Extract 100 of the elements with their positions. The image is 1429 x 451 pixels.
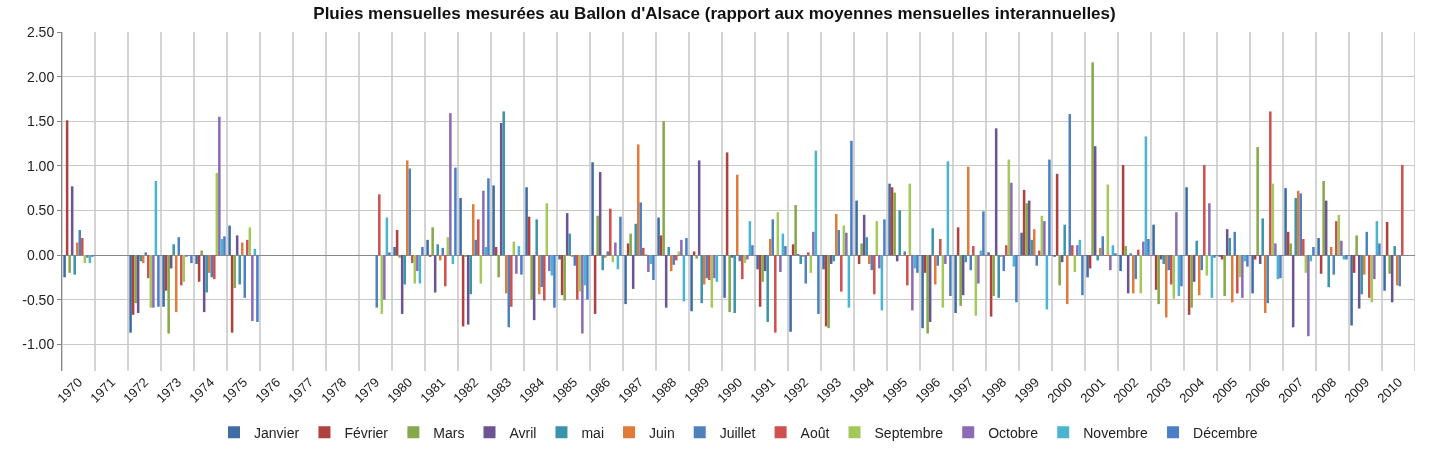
bar — [1170, 255, 1173, 285]
bar — [1373, 255, 1376, 280]
bar — [1086, 255, 1089, 278]
bar — [756, 255, 759, 270]
bar — [558, 255, 561, 260]
bar — [850, 140, 853, 256]
bar — [207, 255, 211, 273]
bar — [1119, 255, 1122, 272]
bar — [1032, 229, 1036, 256]
bar — [238, 255, 241, 285]
bar — [959, 255, 962, 306]
bar — [1147, 238, 1150, 256]
legend-label: mai — [581, 424, 605, 441]
bar — [1294, 197, 1297, 256]
bar — [195, 255, 198, 264]
bar — [1162, 255, 1165, 264]
bar — [459, 197, 462, 256]
bar — [657, 217, 660, 256]
bar — [992, 255, 995, 297]
bar — [766, 255, 769, 322]
bar — [997, 255, 1000, 298]
bar — [768, 238, 772, 256]
bar — [167, 255, 170, 334]
bar — [1302, 238, 1305, 256]
bar — [436, 244, 439, 256]
bar — [933, 255, 937, 285]
bar — [636, 144, 640, 256]
bar — [1109, 255, 1112, 271]
bar — [431, 227, 434, 256]
bar — [774, 255, 777, 333]
bar — [1197, 255, 1201, 296]
bar — [1195, 240, 1198, 256]
chart-title: Pluies mensuelles mesurées au Ballon d'Alsace (rapport aux moyennes mensuelles interannuelles) — [313, 3, 1116, 23]
bar — [931, 228, 934, 256]
bar — [1241, 255, 1244, 298]
bar — [190, 255, 193, 264]
bar — [251, 255, 254, 322]
bar — [680, 239, 683, 256]
bar — [134, 255, 137, 304]
bar — [906, 255, 909, 286]
bar — [426, 239, 429, 256]
bar — [624, 255, 627, 305]
bar — [662, 121, 665, 256]
bar — [741, 255, 744, 280]
bar — [129, 255, 132, 333]
bar — [1142, 241, 1145, 256]
bar — [1180, 255, 1183, 287]
bar — [553, 255, 556, 308]
bar — [1383, 255, 1386, 291]
bar — [256, 255, 259, 322]
bar — [685, 238, 688, 256]
bar — [1317, 238, 1320, 256]
bar — [601, 255, 604, 271]
bar — [1124, 246, 1127, 256]
bar — [1038, 250, 1041, 256]
legend-label: Juillet — [719, 424, 756, 441]
bar — [444, 255, 447, 287]
bar — [228, 225, 231, 256]
bar — [411, 255, 414, 264]
bar — [86, 255, 89, 258]
bar — [619, 216, 622, 256]
bar — [469, 255, 472, 295]
bar — [383, 255, 386, 300]
bar — [939, 238, 942, 256]
legend-label: Novembre — [1083, 424, 1149, 441]
bar — [1175, 212, 1178, 256]
bar — [205, 255, 208, 293]
y-tick-label: 2.50 — [26, 23, 55, 40]
bar — [1020, 232, 1023, 256]
bar — [1312, 247, 1315, 256]
bar — [563, 255, 566, 301]
bar — [647, 255, 650, 272]
bar — [700, 255, 703, 304]
bar — [1005, 245, 1008, 256]
bar — [911, 255, 914, 311]
bar — [609, 208, 612, 256]
bar — [1350, 255, 1353, 326]
bar — [416, 255, 419, 272]
bar — [535, 219, 538, 256]
bar — [388, 252, 391, 256]
y-tick-label: 0.50 — [26, 202, 55, 219]
bar — [1246, 255, 1249, 267]
bar — [596, 215, 599, 256]
y-tick-label: 1.00 — [26, 157, 55, 174]
bar — [477, 219, 480, 256]
bar — [1058, 255, 1061, 286]
bar — [403, 255, 406, 285]
bar — [1368, 255, 1371, 298]
bar — [972, 246, 975, 256]
bar — [860, 243, 863, 256]
bar — [1401, 164, 1404, 256]
bar — [1256, 147, 1259, 256]
bar — [1289, 243, 1292, 256]
bar — [728, 255, 731, 313]
bar — [784, 246, 787, 256]
bar — [174, 255, 178, 313]
bar — [1388, 255, 1391, 274]
legend-label: Décembre — [1193, 424, 1258, 441]
bar — [751, 245, 754, 256]
bar — [162, 255, 165, 307]
